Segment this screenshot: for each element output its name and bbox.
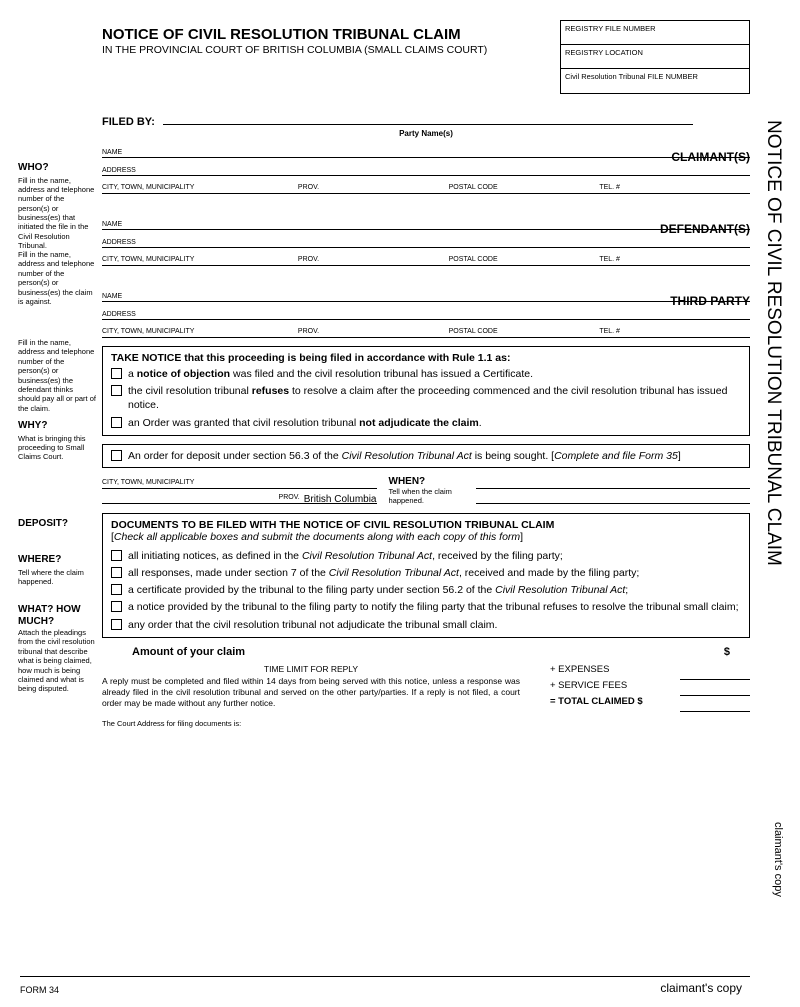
deposit-label: DEPOSIT? [18,518,96,531]
where-city[interactable]: CITY, TOWN, MUNICIPALITY [102,474,377,489]
who-text1: Fill in the name, address and telephone … [18,176,96,251]
registry-box: REGISTRY FILE NUMBER REGISTRY LOCATION C… [560,20,750,94]
what-label: WHAT? HOW MUCH? [18,604,96,627]
where-text: Tell where the claim happened. [18,568,96,587]
checkbox-doc-1[interactable] [111,567,122,578]
claimant-city-row[interactable]: CITY, TOWN, MUNICIPALITY PROV. POSTAL CO… [102,176,750,194]
where-label: WHERE? [18,554,96,567]
defendant-city-row[interactable]: CITY, TOWN, MUNICIPALITY PROV. POSTAL CO… [102,248,750,266]
amount-label: Amount of your claim [102,646,600,658]
who-text2: Fill in the name, address and telephone … [18,250,96,306]
docs-sub: [Check all applicable boxes and submit t… [111,531,741,543]
expenses-label: + EXPENSES [550,664,680,680]
deposit-box: An order for deposit under section 56.3 … [102,444,750,468]
take-notice-box: TAKE NOTICE that this proceeding is bein… [102,346,750,436]
who-text3: Fill in the name, address and telephone … [18,338,96,413]
docs-heading: DOCUMENTS TO BE FILED WITH THE NOTICE OF… [111,519,741,531]
vertical-copy-label: claimant's copy [772,822,784,897]
checkbox-doc-2[interactable] [111,584,122,595]
registry-location[interactable]: REGISTRY LOCATION [561,45,749,69]
deposit-text: An order for deposit under section 56.3 … [128,449,681,463]
claimant-address[interactable]: ADDRESS [102,158,750,176]
claimant-name[interactable]: NAME [102,140,750,158]
registry-file-num[interactable]: REGISTRY FILE NUMBER [561,21,749,45]
party-names-label: Party Name(s) [102,129,750,138]
defendant-address[interactable]: ADDRESS [102,230,750,248]
checkbox-not-adjudicate[interactable] [111,417,122,428]
time-limit-title: TIME LIMIT FOR REPLY [102,664,520,674]
filed-by-input[interactable] [163,124,693,125]
fees-label: + SERVICE FEES [550,680,680,696]
tn-item-2: an Order was granted that civil resoluti… [128,416,482,430]
third-name[interactable]: NAME [102,284,750,302]
total-value[interactable] [680,696,750,712]
who-label: WHO? [18,162,96,175]
total-label: = TOTAL CLAIMED $ [550,696,680,712]
copy-label-bottom: claimant's copy [660,981,742,995]
vertical-title: NOTICE OF CIVIL RESOLUTION TRIBUNAL CLAI… [762,120,784,566]
tn-item-0: a notice of objection was filed and the … [128,367,533,381]
doc-item-4: any order that the civil resolution trib… [128,618,497,632]
bottom-rule [20,976,750,977]
checkbox-doc-0[interactable] [111,550,122,561]
doc-item-1: all responses, made under section 7 of t… [128,566,639,580]
defendant-name[interactable]: NAME [102,212,750,230]
checkbox-objection[interactable] [111,368,122,379]
checkbox-refuses[interactable] [111,385,122,396]
what-text: Attach the pleadings from the civil reso… [18,628,96,694]
checkbox-deposit[interactable] [111,450,122,461]
filed-by-label: FILED BY: [102,116,155,128]
why-label: WHY? [18,420,96,433]
amount-value[interactable]: $ [600,646,750,658]
crt-file-num[interactable]: Civil Resolution Tribunal FILE NUMBER [561,69,749,93]
when-text: Tell when the claim happened. [389,487,464,505]
checkbox-doc-4[interactable] [111,619,122,630]
doc-item-0: all initiating notices, as defined in th… [128,549,563,563]
third-address[interactable]: ADDRESS [102,302,750,320]
where-prov[interactable]: PROV.British Columbia [102,489,377,504]
why-text: What is bringing this proceeding to Smal… [18,434,96,462]
expenses-value[interactable] [680,664,750,680]
when-input-1[interactable] [476,474,751,489]
documents-box: DOCUMENTS TO BE FILED WITH THE NOTICE OF… [102,513,750,638]
doc-item-2: a certificate provided by the tribunal t… [128,583,628,597]
form-number: FORM 34 [20,985,59,995]
take-notice-heading: TAKE NOTICE that this proceeding is bein… [111,352,741,364]
third-city-row[interactable]: CITY, TOWN, MUNICIPALITY PROV. POSTAL CO… [102,320,750,338]
tn-item-1: the civil resolution tribunal refuses to… [128,384,741,412]
doc-item-3: a notice provided by the tribunal to the… [128,600,739,614]
when-label: WHEN? [389,476,464,487]
court-address-label: The Court Address for filing documents i… [102,719,520,728]
when-input-2[interactable] [476,489,751,504]
checkbox-doc-3[interactable] [111,601,122,612]
fees-value[interactable] [680,680,750,696]
time-limit-body: A reply must be completed and filed with… [102,676,520,709]
